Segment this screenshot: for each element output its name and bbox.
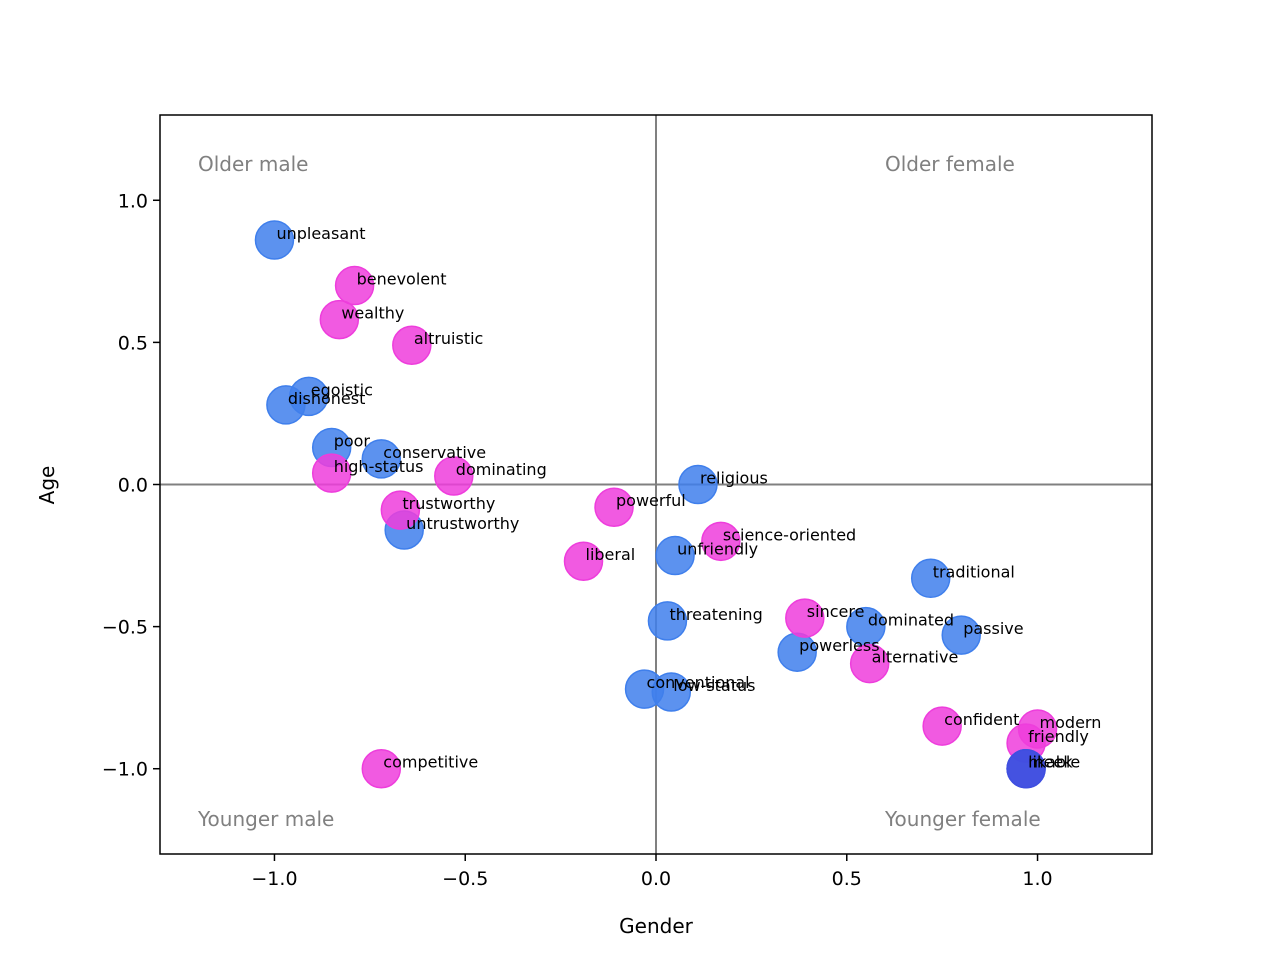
scatter-point-competitive	[361, 748, 402, 789]
point-label-powerful: powerful	[616, 491, 686, 510]
scatter-point-alternative	[849, 643, 890, 684]
point-label-modern: modern	[1040, 713, 1102, 732]
scatter-point-sincere	[785, 598, 825, 638]
scatter-point-low-status	[651, 672, 692, 712]
x-tick-label: −0.5	[442, 868, 488, 890]
quadrant-label-top-right: Older female	[885, 152, 1015, 176]
point-label-low-status: low-status	[673, 676, 755, 695]
scatter-point-powerful	[594, 487, 634, 527]
point-label-science-oriented: science-oriented	[723, 525, 856, 544]
scatter-point-unfriendly	[655, 535, 695, 576]
point-label-passive: passive	[963, 619, 1023, 638]
scatter-point-confident	[922, 706, 962, 746]
point-label-conservative: conservative	[383, 443, 486, 462]
scatter-point-benevolent	[334, 265, 375, 306]
point-label-high-status: high-status	[334, 457, 424, 476]
point-label-liberal: liberal	[586, 545, 636, 564]
point-label-friendly: friendly	[1028, 727, 1089, 746]
scatter-point-trustworthy	[380, 490, 421, 530]
scatter-point-wealthy	[319, 299, 360, 340]
point-label-meek: meek	[1028, 753, 1073, 772]
scatter-point-meek	[1006, 748, 1046, 789]
point-label-likable: likable	[1028, 753, 1080, 772]
x-tick-label: 1.0	[1022, 868, 1052, 890]
point-label-wealthy: wealthy	[341, 304, 404, 323]
y-tick-label: −1.0	[102, 759, 148, 781]
scatter-point-unpleasant	[254, 220, 295, 260]
quadrant-label-top-left: Older male	[198, 152, 308, 176]
point-label-religious: religious	[700, 469, 768, 488]
y-axis-ticks: −1.0 −0.5 0.0 0.5 1.0	[102, 190, 160, 781]
x-tick-label: 0.5	[832, 868, 862, 890]
point-label-altruistic: altruistic	[414, 329, 484, 348]
scatter-point-passive	[941, 615, 981, 655]
quadrant-labels: Older male Older female Younger male You…	[197, 152, 1041, 831]
scatter-point-conservative	[361, 439, 402, 479]
scatter-point-traditional	[910, 558, 951, 599]
scatter-point-dominating	[434, 456, 474, 496]
point-label-alternative: alternative	[872, 648, 959, 667]
point-label-untrustworthy: untrustworthy	[406, 514, 519, 533]
x-tick-label: 0.0	[641, 868, 671, 890]
point-label-dishonest: dishonest	[288, 389, 365, 408]
point-label-powerless: powerless	[799, 636, 879, 655]
point-label-threatening: threatening	[669, 605, 762, 624]
y-tick-label: 0.0	[118, 475, 148, 497]
point-label-benevolent: benevolent	[357, 270, 447, 289]
x-tick-label: −1.0	[251, 868, 297, 890]
x-axis-label: Gender	[619, 914, 693, 938]
point-label-sincere: sincere	[807, 602, 865, 621]
y-tick-label: 1.0	[118, 190, 148, 212]
point-label-unpleasant: unpleasant	[276, 224, 365, 243]
point-label-traditional: traditional	[933, 562, 1015, 581]
point-label-unfriendly: unfriendly	[677, 540, 758, 559]
x-axis-ticks: −1.0 −0.5 0.0 0.5 1.0	[251, 854, 1053, 890]
scatter-point-science-oriented	[701, 521, 741, 562]
scatter-point-altruistic	[392, 325, 432, 365]
scatter-point-dishonest	[266, 385, 306, 425]
point-label-dominating: dominating	[456, 460, 547, 479]
y-tick-label: −0.5	[102, 617, 148, 639]
point-label-confident: confident	[944, 710, 1019, 729]
point-label-competitive: competitive	[383, 753, 478, 772]
quadrant-label-bottom-left: Younger male	[197, 807, 334, 831]
point-label-conventional: conventional	[647, 673, 750, 692]
quadrant-label-bottom-right: Younger female	[884, 807, 1041, 831]
point-label-poor: poor	[334, 432, 371, 451]
data-points	[254, 220, 1058, 789]
y-tick-label: 0.5	[118, 332, 148, 354]
point-label-egoistic: egoistic	[311, 380, 373, 399]
scatter-point-liberal	[563, 541, 604, 581]
scatter-point-high-status	[311, 453, 352, 493]
point-label-trustworthy: trustworthy	[402, 494, 495, 513]
scatter-point-threatening	[647, 601, 688, 641]
scatter-point-religious	[678, 464, 718, 505]
point-label-dominated: dominated	[868, 611, 954, 630]
y-axis-label: Age	[35, 466, 59, 505]
